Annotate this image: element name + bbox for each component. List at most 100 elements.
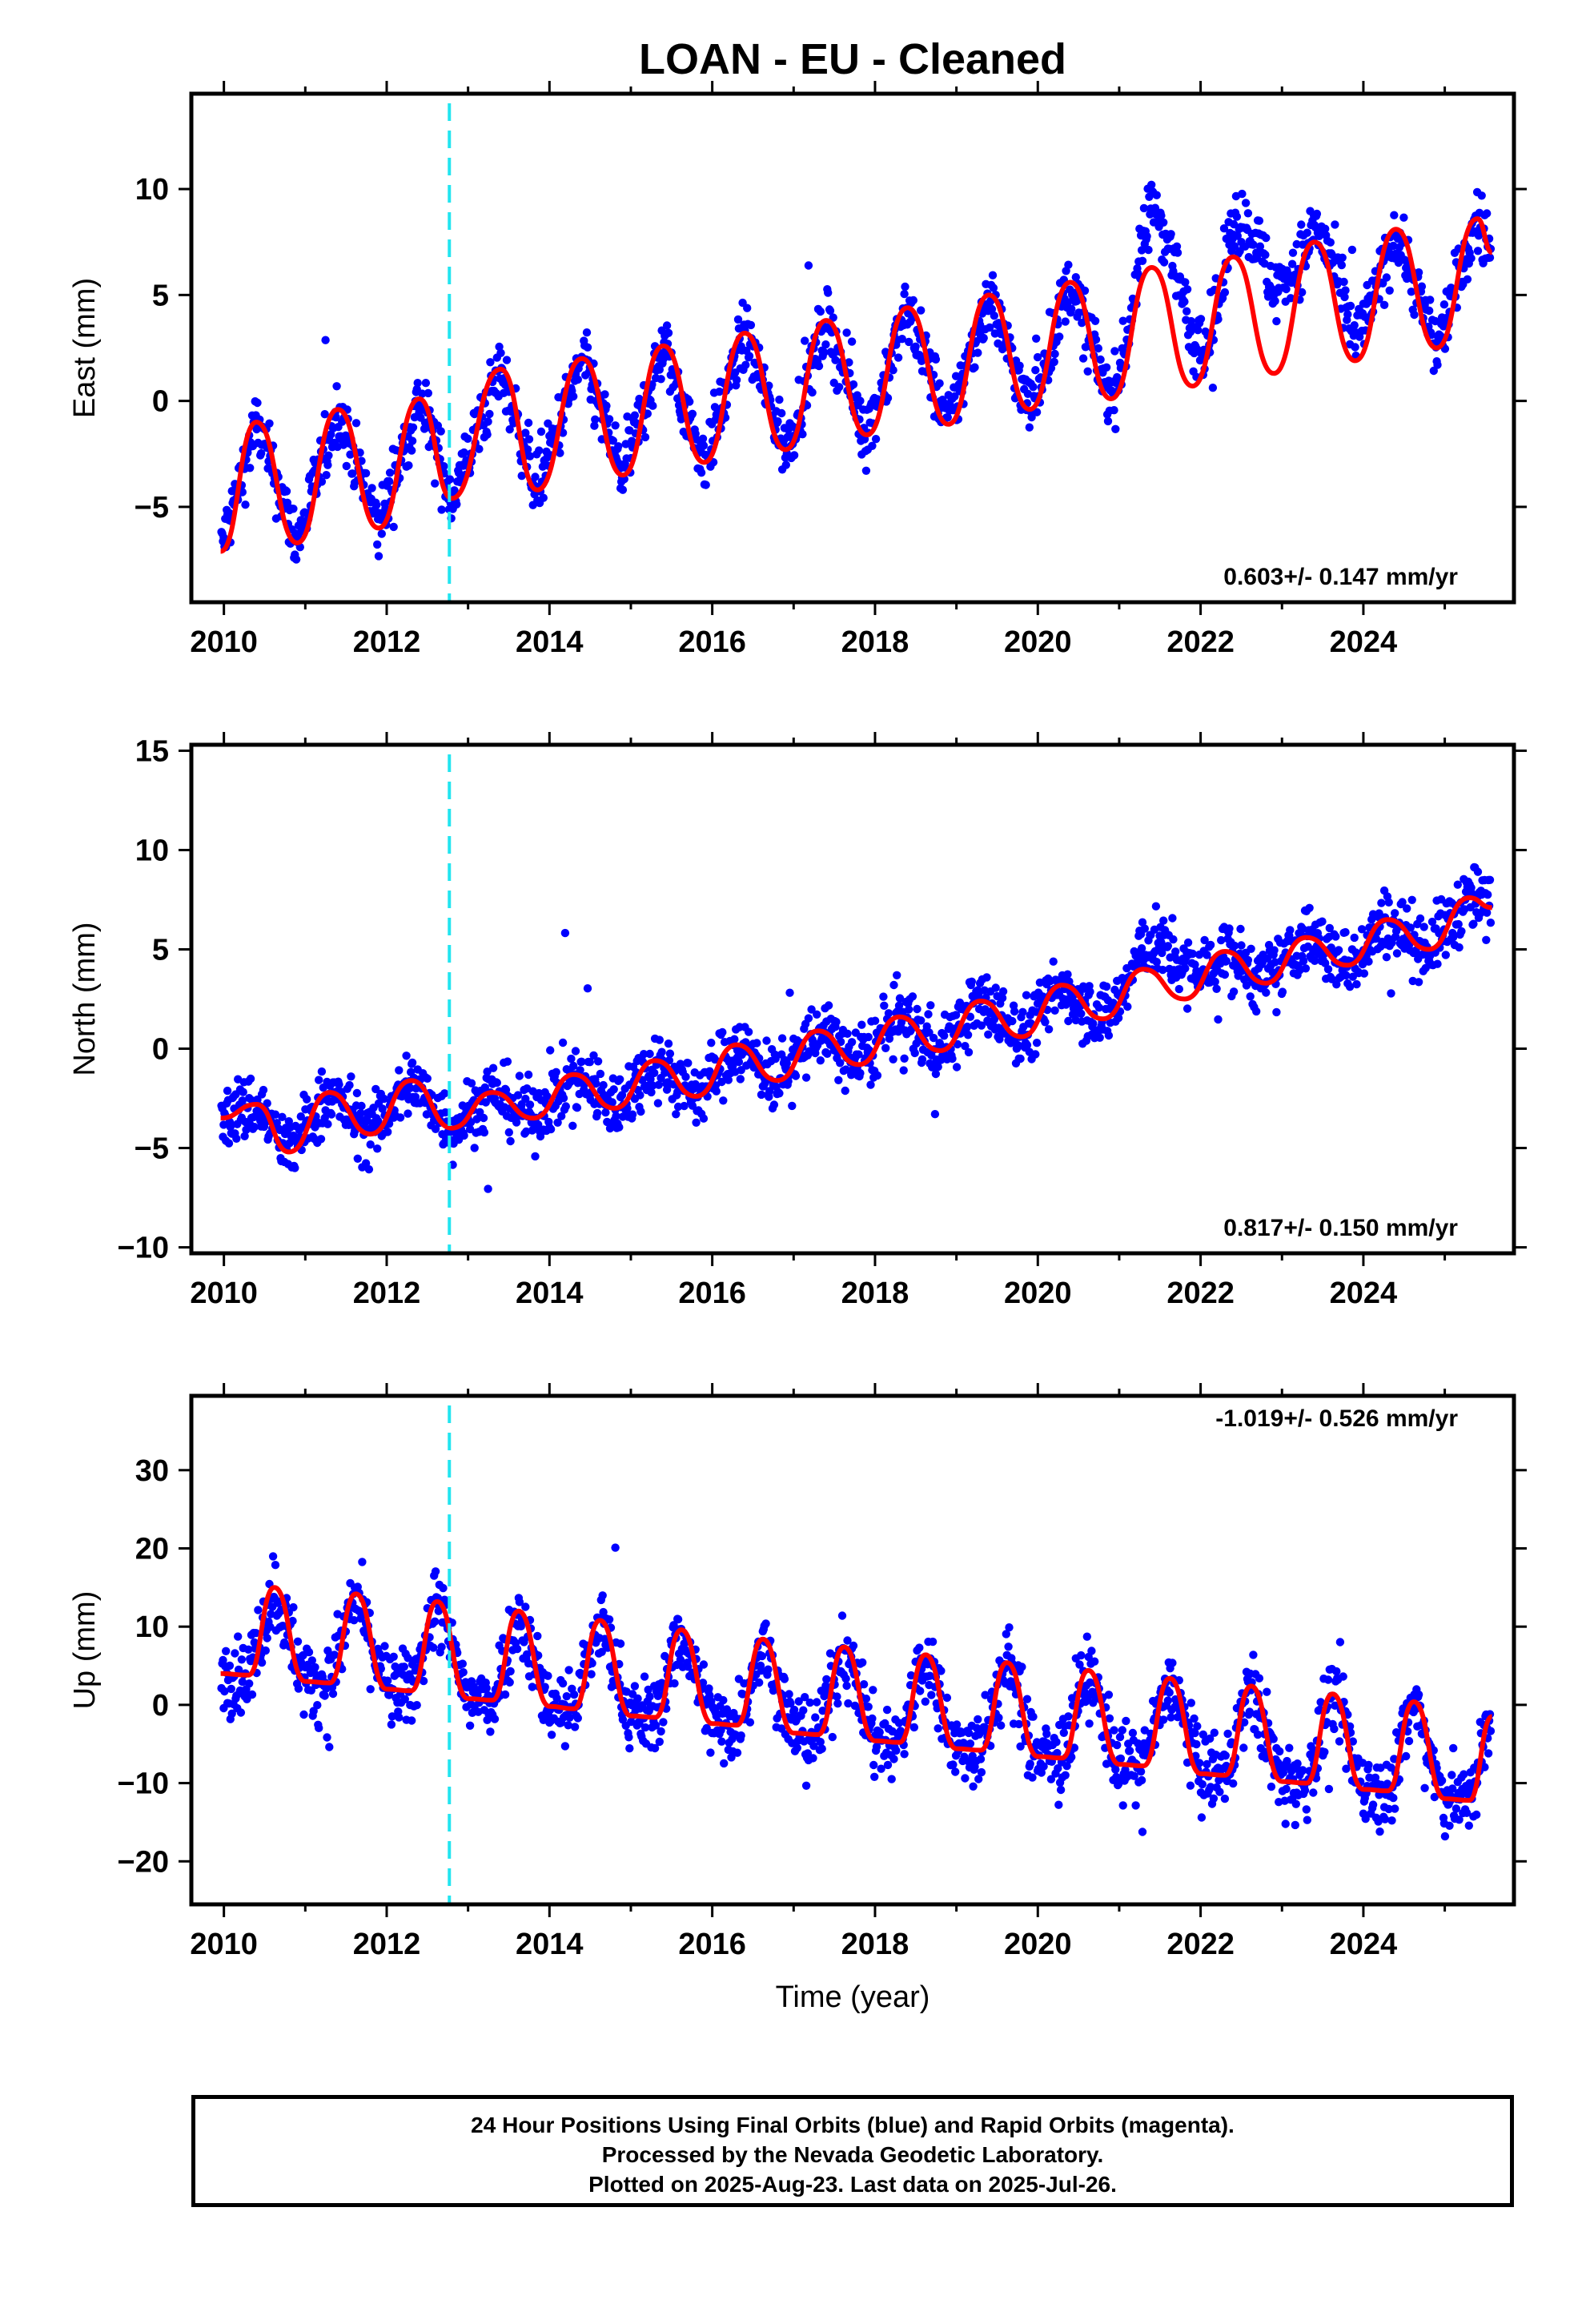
data-point [1262,233,1271,243]
data-point [645,1049,654,1059]
data-point [219,533,228,542]
data-point [1014,1041,1023,1050]
data-point [915,1643,924,1652]
data-point [998,987,1008,996]
data-point [889,366,897,375]
data-point [239,1088,247,1096]
data-point [977,1767,986,1777]
data-point [352,1088,362,1098]
data-point [245,1679,254,1688]
data-point [1399,213,1408,222]
x-tick-label: 2012 [353,625,421,659]
data-point [1382,953,1391,962]
y-tick-label: 15 [135,734,169,768]
data-point [916,1687,925,1695]
data-point [1236,924,1245,934]
data-point [1025,423,1034,432]
data-point [781,460,790,469]
data-point [899,1066,908,1075]
data-point [1105,1714,1114,1723]
x-tick-label: 2024 [1330,625,1398,659]
data-point [238,1096,247,1105]
data-point [492,1078,501,1088]
data-point [1239,1743,1248,1752]
data-point [356,1108,365,1118]
data-point [1053,1748,1062,1758]
data-point [1238,189,1247,199]
data-point [524,1070,533,1080]
data-point [1122,1716,1130,1726]
data-point [523,445,532,454]
data-point [964,1728,974,1738]
data-point [1168,914,1177,923]
data-point [841,1086,849,1096]
data-point [1077,1009,1086,1019]
data-point [465,1721,475,1730]
data-point [755,1678,764,1687]
data-point [847,337,857,346]
data-point [291,555,301,564]
data-point [412,1701,421,1710]
data-point [816,1738,825,1747]
data-point [1272,1007,1281,1017]
data-point [240,1132,249,1141]
data-point [1326,238,1335,247]
data-point [1159,258,1169,267]
data-point [1046,364,1056,372]
data-point [1186,1699,1196,1707]
data-point [807,1005,816,1014]
data-point [528,1683,536,1691]
data-point [422,1110,432,1119]
data-point [241,501,250,509]
data-point [379,1094,388,1104]
data-point [977,1021,986,1030]
data-point [1071,273,1081,282]
data-point [316,1135,326,1144]
data-point [1299,1766,1307,1775]
data-point [966,1739,975,1748]
data-point [266,1622,275,1631]
data-point [979,333,988,343]
data-point [1142,231,1151,241]
data-point [539,493,548,502]
data-point [877,1764,885,1773]
data-point [325,1743,334,1751]
data-point [459,1668,468,1677]
y-tick-label: 0 [152,1033,169,1067]
data-point [736,1075,745,1084]
data-point [404,1654,412,1663]
data-point [1138,1827,1147,1836]
data-point [513,1091,523,1100]
data-point [1342,971,1351,980]
data-point [1406,923,1415,932]
data-point [1157,211,1166,220]
data-point [1137,944,1146,953]
data-point [887,1775,896,1783]
data-point [485,409,494,419]
data-point [858,1658,867,1667]
data-point [317,477,327,486]
data-point [657,1047,666,1056]
data-point [1182,1004,1192,1013]
data-point [805,1698,814,1707]
data-point [804,1014,813,1023]
data-point [1343,310,1352,319]
y-tick-label: −5 [135,1132,169,1166]
data-point [1433,360,1442,369]
model-curve [219,216,1494,554]
data-point [702,1723,711,1733]
data-point [313,1701,322,1710]
data-point [224,1139,234,1148]
data-point [970,363,979,372]
data-point [458,1659,467,1668]
data-point [616,1075,624,1084]
data-point [1407,895,1416,905]
data-point [900,1750,909,1759]
data-point [1247,944,1255,954]
data-point [651,1721,661,1730]
data-point [745,352,754,360]
data-point [1347,245,1357,255]
data-point [1385,286,1394,295]
x-tick-label: 2018 [841,625,909,659]
data-point [942,1693,952,1703]
